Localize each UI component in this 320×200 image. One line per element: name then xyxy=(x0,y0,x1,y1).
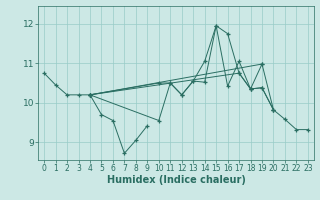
X-axis label: Humidex (Indice chaleur): Humidex (Indice chaleur) xyxy=(107,175,245,185)
